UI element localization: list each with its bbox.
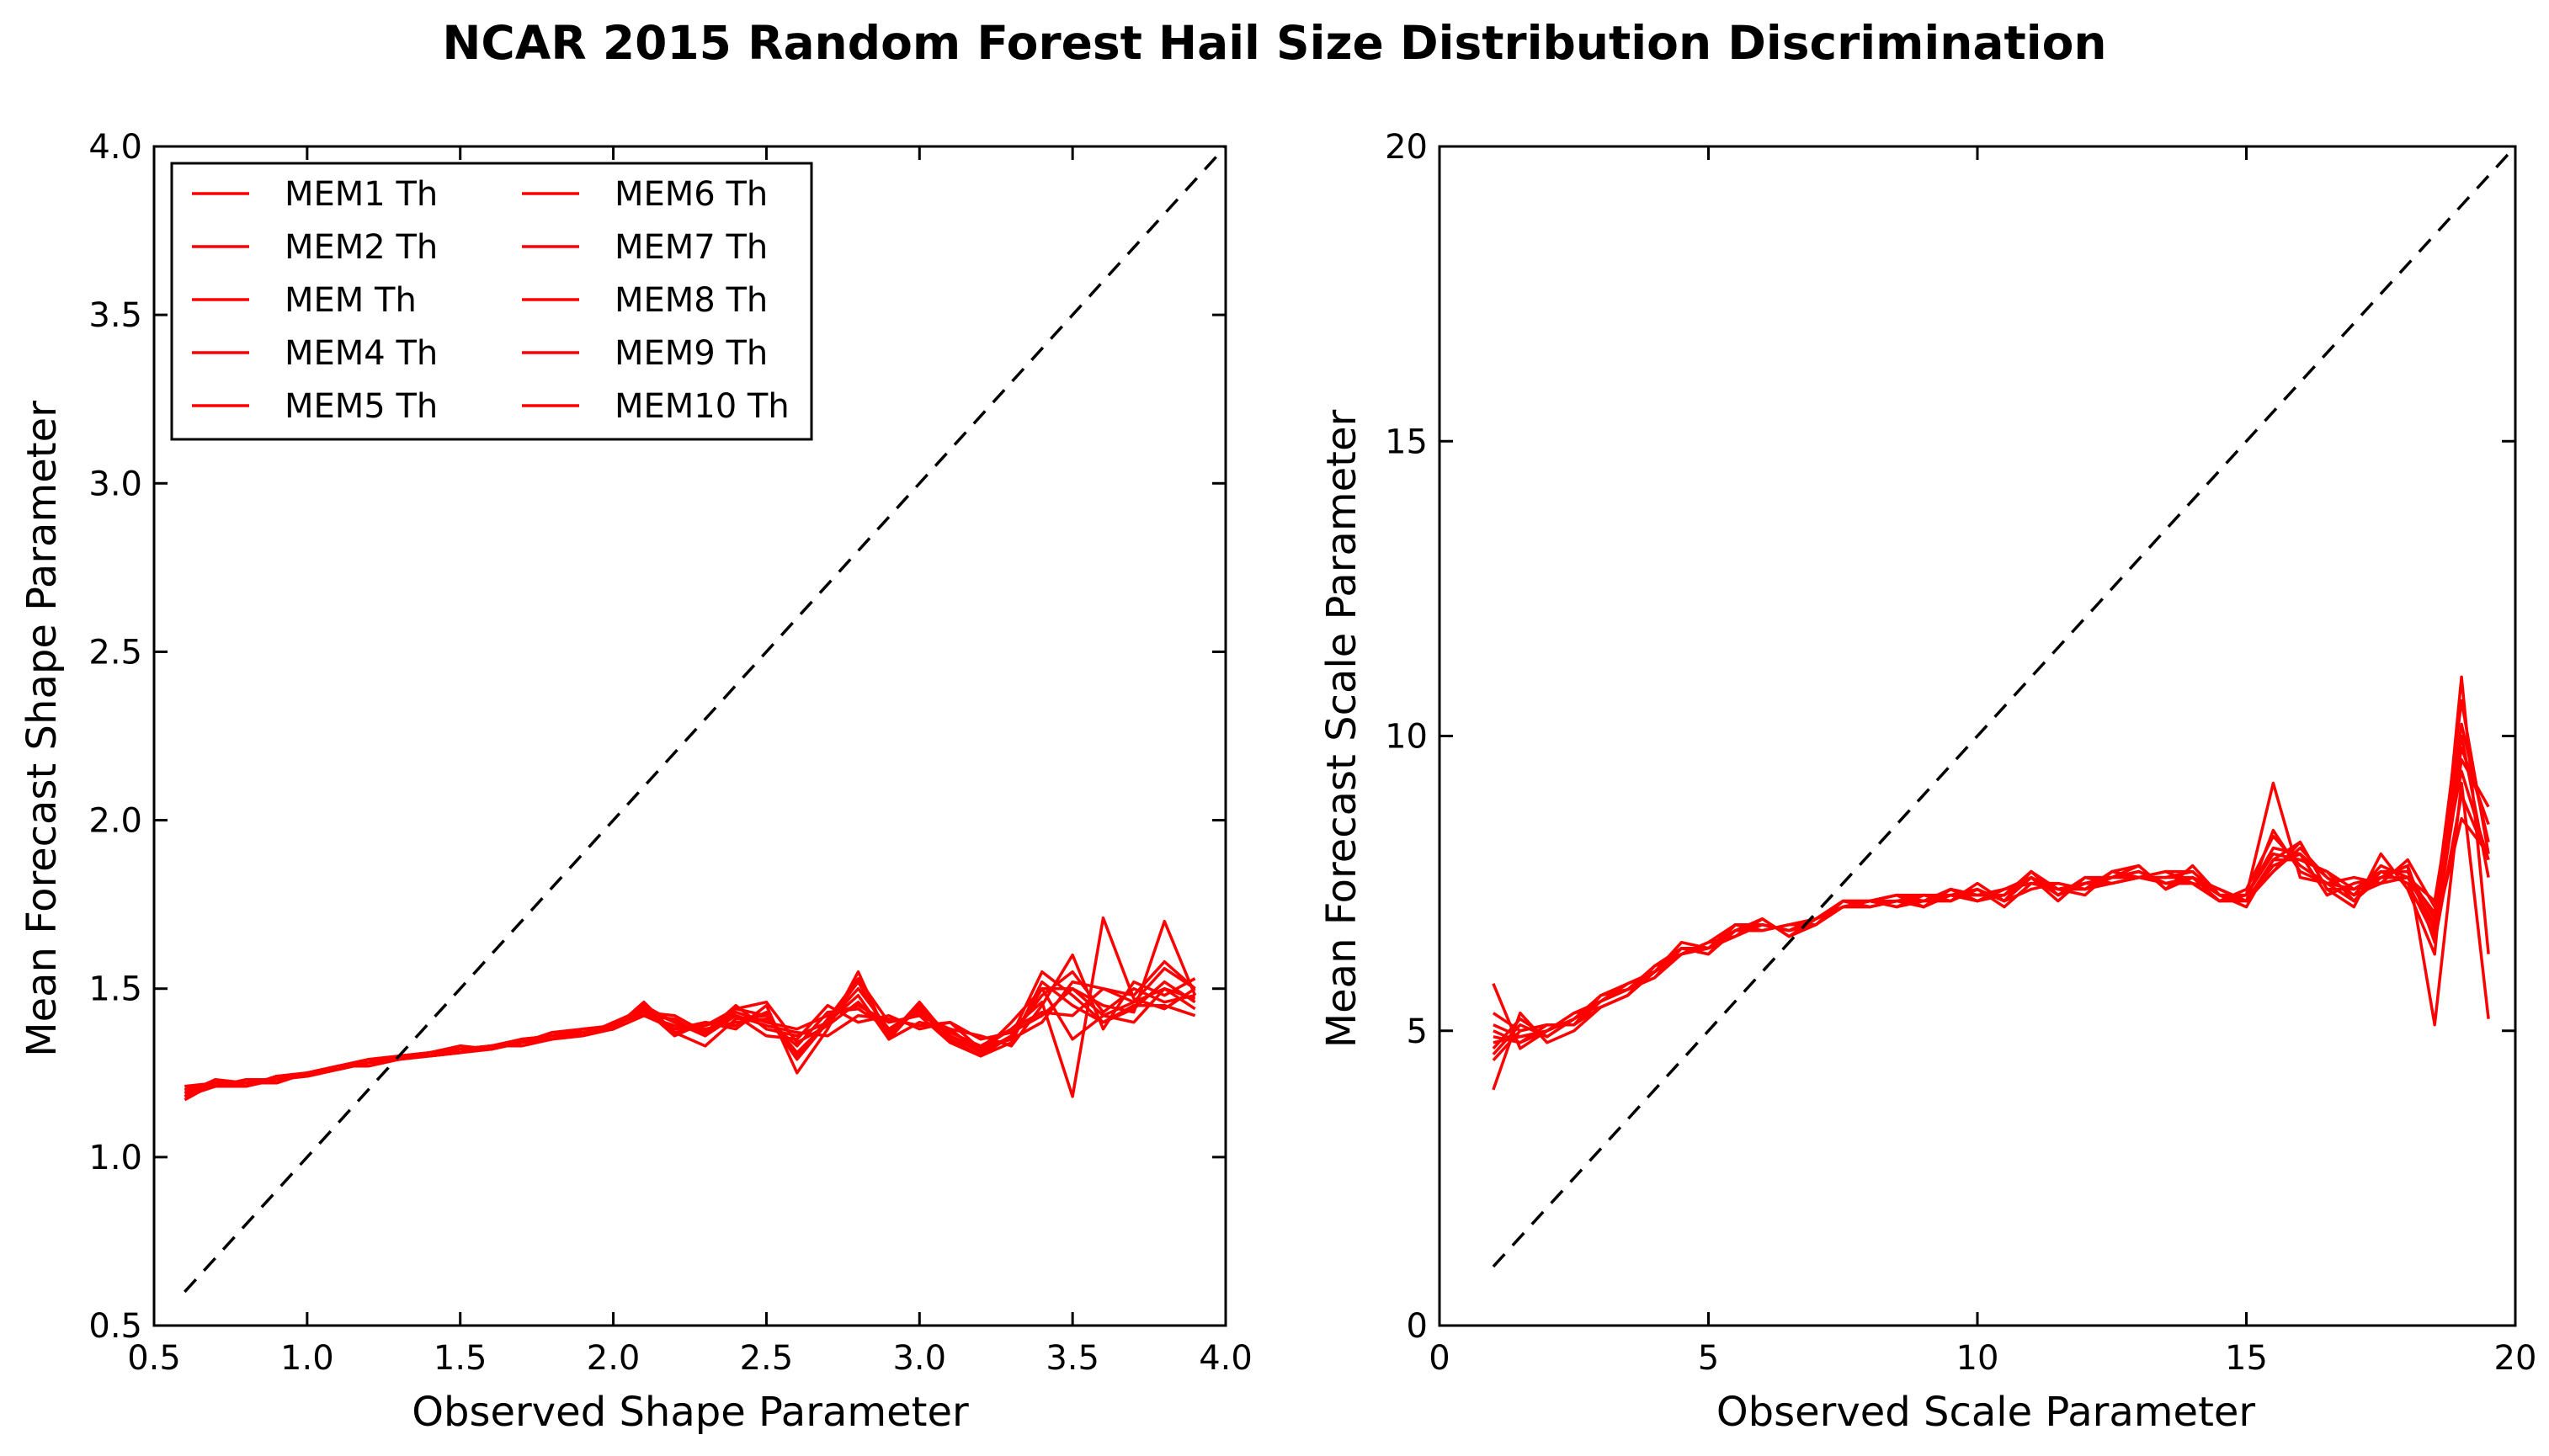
- left-x-tick-label: 1.5: [434, 1339, 487, 1378]
- left-x-tick-label: 4.0: [1199, 1339, 1253, 1378]
- legend-label: MEM9 Th: [615, 334, 768, 373]
- legend-label: MEM Th: [285, 281, 417, 320]
- right-y-axis-label: Mean Forecast Scale Parameter: [1318, 409, 1365, 1048]
- left-x-tick-label: 0.5: [127, 1339, 181, 1378]
- legend-label: MEM1 Th: [285, 175, 438, 214]
- right-y-tick-label: 0: [1407, 1307, 1428, 1346]
- right-x-tick-label: 0: [1429, 1339, 1450, 1378]
- left-x-tick-label: 2.5: [740, 1339, 794, 1378]
- legend-label: MEM4 Th: [285, 334, 438, 373]
- right-plot: 0 5 10 15 20 0 5 10 15 20: [1385, 128, 2536, 1378]
- legend-label: MEM8 Th: [615, 281, 768, 320]
- left-x-tick-label: 3.0: [892, 1339, 946, 1378]
- left-y-tick-label: 2.0: [88, 802, 142, 841]
- left-y-tick-label: 3.5: [88, 296, 142, 335]
- right-y-tick-label: 15: [1385, 422, 1428, 461]
- left-y-axis-label: Mean Forecast Shape Parameter: [19, 401, 66, 1057]
- legend-label: MEM5 Th: [285, 387, 438, 426]
- right-series-line-10: [1492, 793, 2490, 1061]
- right-x-tick-label: 10: [1956, 1339, 1999, 1378]
- left-x-axis-label: Observed Shape Parameter: [412, 1389, 969, 1436]
- left-y-tick-label: 1.5: [88, 970, 142, 1009]
- right-x-tick-label: 20: [2494, 1339, 2537, 1378]
- legend-label: MEM2 Th: [285, 228, 438, 267]
- right-x-axis-label: Observed Scale Parameter: [1716, 1389, 2256, 1436]
- left-series-line-10: [184, 916, 1196, 1098]
- left-y-tick-label: 0.5: [88, 1307, 142, 1346]
- left-series-line-9: [184, 919, 1197, 1092]
- legend-label: MEM10 Th: [615, 387, 790, 426]
- right-y-tick-label: 10: [1385, 718, 1428, 757]
- right-reference-line: [1492, 145, 2517, 1268]
- legend: MEM1 Th MEM2 Th MEM Th MEM4 Th MEM5 Th MEM6 T…: [170, 162, 813, 441]
- right-y-tick-label: 5: [1407, 1012, 1428, 1051]
- left-plot: 0.5 1.0 1.5 2.0 2.5 3.0 3.5 4.0 0.5 1.0 1.5 2.0 2.5 3…: [88, 128, 1252, 1378]
- left-x-tick-label: 1.0: [280, 1339, 334, 1378]
- right-x-tick-label: 5: [1698, 1339, 1719, 1378]
- right-x-tick-label: 15: [2225, 1339, 2268, 1378]
- left-reference-line: [184, 145, 1227, 1294]
- left-axes-frame: [152, 145, 1227, 1327]
- right-y-tick-label: 20: [1385, 128, 1428, 167]
- left-y-tick-label: 2.5: [88, 633, 142, 672]
- chart-title: NCAR 2015 Random Forest Hail Size Distri…: [442, 16, 2106, 70]
- left-x-tick-label: 2.0: [587, 1339, 641, 1378]
- legend-label: MEM7 Th: [615, 228, 768, 267]
- legend-frame: [170, 162, 813, 441]
- left-y-tick-label: 1.0: [88, 1139, 142, 1177]
- left-x-tick-label: 3.5: [1046, 1339, 1099, 1378]
- legend-label: MEM6 Th: [615, 175, 768, 214]
- left-y-tick-label: 3.0: [88, 465, 142, 503]
- left-y-tick-label: 4.0: [88, 128, 142, 167]
